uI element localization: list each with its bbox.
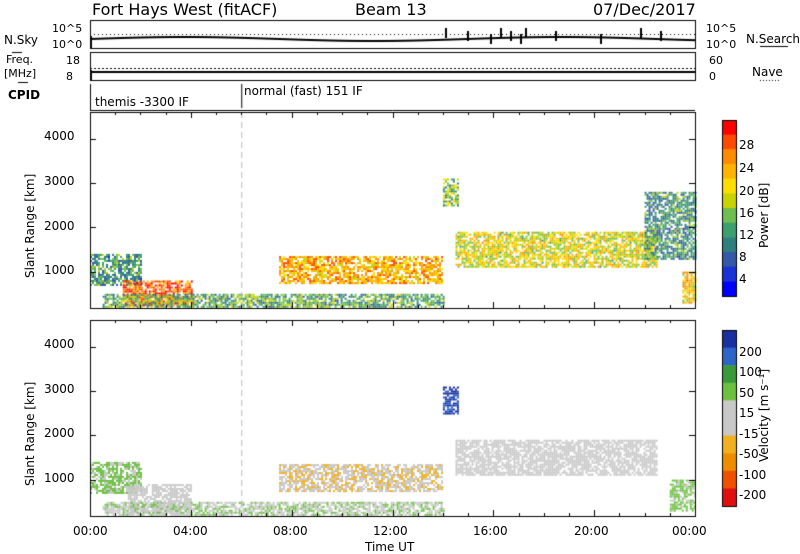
- power-ytick-1000: 1000: [44, 263, 75, 277]
- velocity-ytick-4000: 4000: [44, 337, 75, 351]
- x-axis-label: Time UT: [365, 540, 415, 554]
- cpid-segment-2: normal (fast) 151 IF: [244, 84, 363, 98]
- nave-tick-top: 60: [709, 54, 723, 67]
- cpid-segment-1: themis -3300 IF: [95, 95, 189, 109]
- power-cbar-tick-8: 8: [739, 250, 747, 264]
- velocity-colorbar-label: Velocity [m s⁻¹]: [757, 368, 771, 462]
- xtick-0800: 08:00: [273, 524, 308, 538]
- power-cbar-tick-16: 16: [739, 206, 755, 220]
- vel-cbar-tick-100: 100: [739, 365, 762, 379]
- freq-tick-top: 18: [66, 54, 80, 67]
- vel-cbar-tick-m100: -100: [739, 468, 767, 482]
- power-cbar-tick-28: 28: [739, 138, 755, 152]
- velocity-ylabel: Slant Range [km]: [23, 381, 37, 486]
- date-title: 07/Dec/2017: [593, 0, 696, 19]
- nsky-tick-bottom: 10^0: [52, 38, 83, 51]
- vel-cbar-tick-200: 200: [739, 345, 762, 359]
- xtick-1200: 12:00: [373, 524, 408, 538]
- vel-cbar-tick-m50: -50: [739, 447, 759, 461]
- freq-tick-bottom: 8: [66, 70, 73, 83]
- power-cbar-tick-24: 24: [739, 161, 755, 175]
- nsearch-tick-bottom: 10^0: [706, 38, 737, 51]
- cpid-label: CPID: [8, 88, 41, 102]
- nave-label: Nave: [752, 65, 783, 79]
- nsearch-label: N.Search: [746, 32, 800, 46]
- freq-unit-label: [MHz]: [4, 67, 37, 80]
- xtick-2400: 00:00: [672, 524, 707, 538]
- xtick-1600: 16:00: [473, 524, 508, 538]
- vel-cbar-tick-m200: -200: [739, 488, 767, 502]
- power-ylabel: Slant Range [km]: [23, 173, 37, 278]
- power-cbar-tick-20: 20: [739, 184, 755, 198]
- vel-cbar-tick-m15: -15: [739, 427, 759, 441]
- power-cbar-tick-4: 4: [739, 272, 747, 286]
- power-ytick-2000: 2000: [44, 219, 75, 233]
- nsearch-tick-top: 10^5: [706, 22, 737, 35]
- nsky-label: N.Sky: [4, 33, 39, 47]
- power-ytick-4000: 4000: [44, 129, 75, 143]
- power-colorbar-label: Power [dB]: [757, 182, 771, 248]
- power-cbar-tick-12: 12: [739, 228, 755, 242]
- beam-title: Beam 13: [355, 0, 427, 19]
- nave-tick-bottom: 0: [709, 70, 716, 83]
- power-ytick-3000: 3000: [44, 174, 75, 188]
- xtick-2000: 20:00: [574, 524, 609, 538]
- velocity-ytick-3000: 3000: [44, 382, 75, 396]
- xtick-0400: 04:00: [173, 524, 208, 538]
- velocity-ytick-2000: 2000: [44, 426, 75, 440]
- xtick-0000: 00:00: [73, 524, 108, 538]
- station-title: Fort Hays West (fitACF): [92, 0, 278, 19]
- vel-cbar-tick-15: 15: [739, 406, 755, 420]
- nsky-tick-top: 10^5: [52, 22, 83, 35]
- vel-cbar-tick-50: 50: [739, 386, 755, 400]
- velocity-ytick-1000: 1000: [44, 471, 75, 485]
- freq-label: Freq.: [6, 53, 34, 66]
